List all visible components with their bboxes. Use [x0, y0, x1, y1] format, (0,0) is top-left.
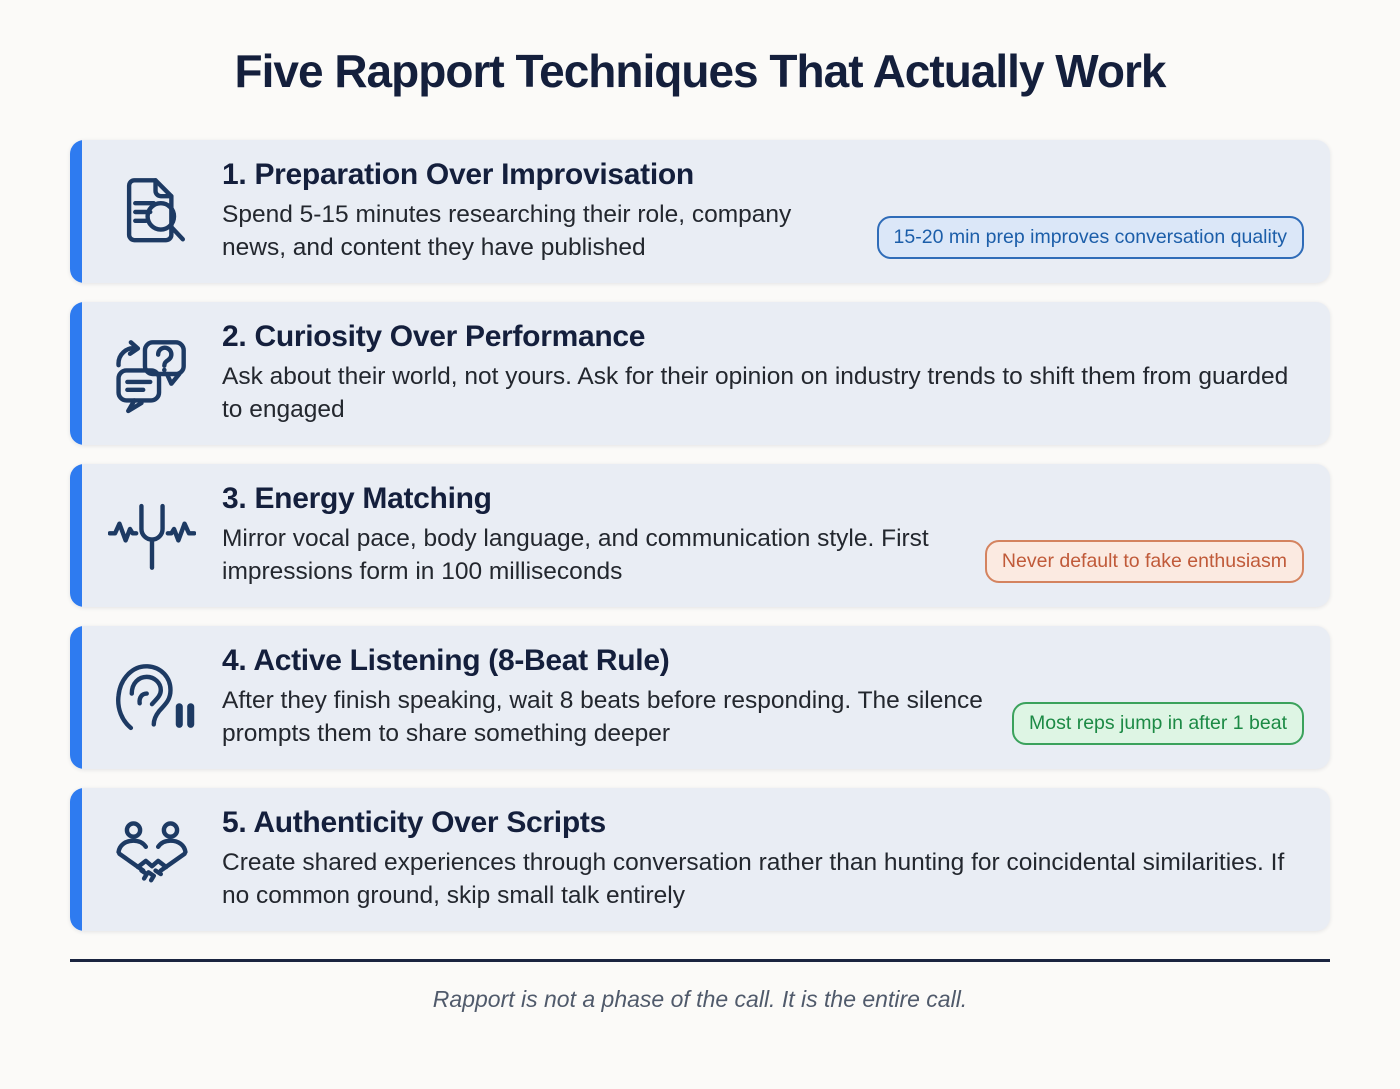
- infographic: Five Rapport Techniques That Actually Wo…: [0, 44, 1400, 1013]
- card-icon-area: [82, 464, 222, 607]
- technique-title: 5. Authenticity Over Scripts: [222, 806, 606, 840]
- technique-card-4: 4. Active Listening (8-Beat Rule) After …: [70, 626, 1330, 769]
- technique-card-5: 5. Authenticity Over Scripts Create shar…: [70, 788, 1330, 931]
- card-accent-bar: [70, 140, 82, 283]
- document-search-icon: [126, 177, 185, 242]
- card-accent-bar: [70, 302, 82, 445]
- ear-pause-icon: [116, 663, 195, 730]
- footer-divider: [70, 959, 1330, 962]
- card-icon-area: [82, 140, 222, 283]
- technique-title: 1. Preparation Over Improvisation: [222, 158, 694, 192]
- card-text: 5. Authenticity Over Scripts Create shar…: [222, 788, 1330, 931]
- technique-title: 3. Energy Matching: [222, 482, 492, 516]
- card-text: 2. Curiosity Over Performance Ask about …: [222, 302, 1330, 445]
- card-text: 4. Active Listening (8-Beat Rule) After …: [222, 626, 1012, 769]
- technique-card-3: 3. Energy Matching Mirror vocal pace, bo…: [70, 464, 1330, 607]
- stat-badge: Most reps jump in after 1 beat: [1012, 702, 1304, 745]
- card-icon-area: [82, 788, 222, 931]
- technique-title: 4. Active Listening (8-Beat Rule): [222, 644, 670, 678]
- badge-area: Most reps jump in after 1 beat: [1012, 626, 1330, 769]
- technique-card-2: 2. Curiosity Over Performance Ask about …: [70, 302, 1330, 445]
- card-icon-area: [82, 302, 222, 445]
- tuning-fork-wave-icon: [108, 503, 196, 570]
- card-accent-bar: [70, 626, 82, 769]
- handshake-people-icon: [116, 820, 188, 882]
- technique-description: Spend 5-15 minutes researching their rol…: [222, 201, 792, 261]
- card-icon-area: [82, 626, 222, 769]
- card-accent-bar: [70, 788, 82, 931]
- page-title: Five Rapport Techniques That Actually Wo…: [234, 45, 1167, 97]
- stat-badge: Never default to fake enthusiasm: [984, 540, 1304, 583]
- badge-area: 15-20 min prep improves conversation qua…: [876, 140, 1330, 283]
- technique-description: After they finish speaking, wait 8 beats…: [222, 687, 983, 747]
- technique-description: Create shared experiences through conver…: [222, 849, 1285, 909]
- chat-question-icon: [116, 339, 186, 413]
- technique-description: Ask about their world, not yours. Ask fo…: [222, 363, 1289, 423]
- card-text: 1. Preparation Over Improvisation Spend …: [222, 140, 877, 283]
- card-text: 3. Energy Matching Mirror vocal pace, bo…: [222, 464, 985, 607]
- technique-card-1: 1. Preparation Over Improvisation Spend …: [70, 140, 1330, 283]
- stat-badge: 15-20 min prep improves conversation qua…: [876, 216, 1304, 259]
- technique-title: 2. Curiosity Over Performance: [222, 320, 646, 354]
- footer-quote: Rapport is not a phase of the call. It i…: [432, 986, 968, 1012]
- badge-area: Never default to fake enthusiasm: [984, 464, 1330, 607]
- card-accent-bar: [70, 464, 82, 607]
- technique-description: Mirror vocal pace, body language, and co…: [222, 525, 929, 585]
